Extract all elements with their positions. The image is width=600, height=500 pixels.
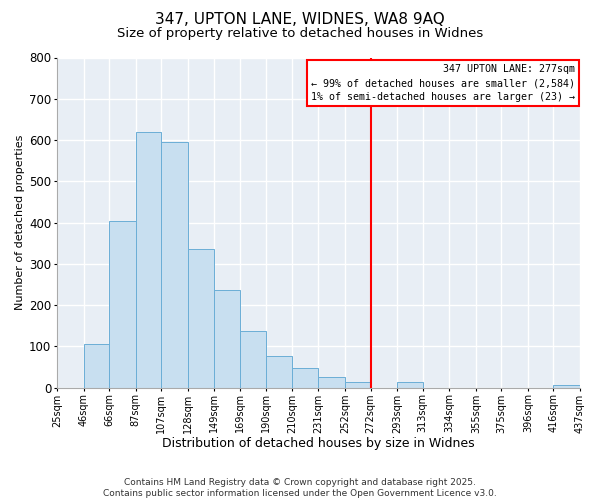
Bar bbox=[109, 222, 136, 388]
Y-axis label: Number of detached properties: Number of detached properties bbox=[15, 135, 25, 310]
Bar bbox=[161, 142, 188, 388]
Bar bbox=[266, 356, 292, 388]
Text: Size of property relative to detached houses in Widnes: Size of property relative to detached ho… bbox=[117, 28, 483, 40]
Bar bbox=[136, 132, 161, 388]
Bar bbox=[397, 382, 422, 388]
X-axis label: Distribution of detached houses by size in Widnes: Distribution of detached houses by size … bbox=[162, 437, 475, 450]
Text: 347 UPTON LANE: 277sqm
← 99% of detached houses are smaller (2,584)
1% of semi-d: 347 UPTON LANE: 277sqm ← 99% of detached… bbox=[311, 64, 575, 102]
Bar bbox=[188, 248, 214, 388]
Text: 347, UPTON LANE, WIDNES, WA8 9AQ: 347, UPTON LANE, WIDNES, WA8 9AQ bbox=[155, 12, 445, 28]
Bar bbox=[83, 344, 109, 388]
Text: Contains HM Land Registry data © Crown copyright and database right 2025.
Contai: Contains HM Land Registry data © Crown c… bbox=[103, 478, 497, 498]
Bar bbox=[292, 368, 319, 388]
Bar bbox=[553, 385, 580, 388]
Bar bbox=[345, 382, 371, 388]
Bar bbox=[240, 331, 266, 388]
Bar bbox=[319, 378, 345, 388]
Bar bbox=[214, 290, 240, 388]
